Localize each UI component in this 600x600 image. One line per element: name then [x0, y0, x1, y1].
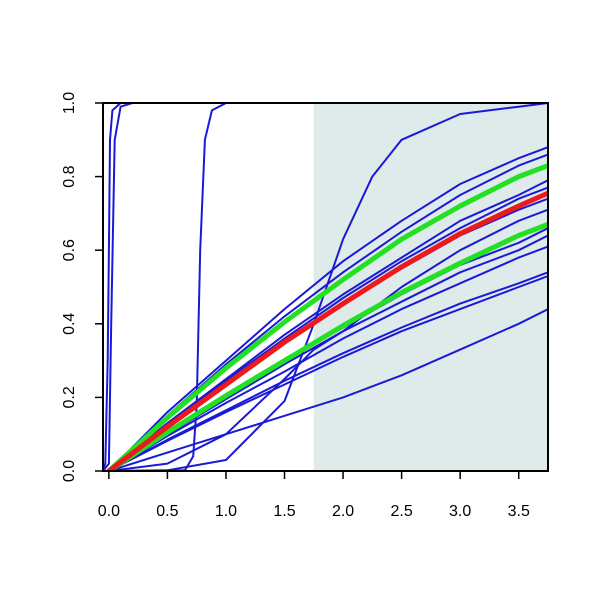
- series-line-blue-12: [107, 271, 548, 471]
- series-line-blue-0: [103, 102, 548, 471]
- x-tick-label: 1.5: [273, 503, 295, 520]
- y-tick-label: 0.6: [61, 239, 78, 261]
- series-line-blue-13: [107, 275, 548, 471]
- series-line-blue-4: [107, 146, 548, 471]
- y-tick-label: 0.8: [61, 165, 78, 187]
- plot-frame: [102, 102, 549, 472]
- series-line-green-17: [106, 221, 548, 471]
- x-tick-label: 0.0: [98, 503, 120, 520]
- x-tick-label: 0.5: [156, 503, 178, 520]
- series-line-red-18: [106, 190, 548, 471]
- x-tick-label: 3.5: [508, 503, 530, 520]
- x-tick-label: 2.0: [332, 503, 354, 520]
- x-tick-label: 1.0: [215, 503, 237, 520]
- y-tick-label: 0.2: [61, 386, 78, 408]
- axes-layer: 0.0 0.5 1.0 1.5 2.0 2.5 3.0 3.5 0.0 0.2 0.4 0.6 0.8 1…: [61, 92, 549, 520]
- x-tick-label: 2.5: [390, 503, 412, 520]
- series-line-blue-3: [107, 102, 548, 471]
- series-line-blue-6: [107, 179, 548, 471]
- series-line-blue-15: [107, 308, 548, 471]
- series-line-blue-11: [107, 245, 548, 471]
- y-tick-label: 1.0: [61, 92, 78, 114]
- x-tick-label: 3.0: [449, 503, 471, 520]
- series-line-green-16: [106, 163, 548, 471]
- y-tick-label: 0.4: [61, 313, 78, 335]
- series-line-blue-14: [107, 208, 548, 471]
- y-tick-label: 0.0: [61, 460, 78, 482]
